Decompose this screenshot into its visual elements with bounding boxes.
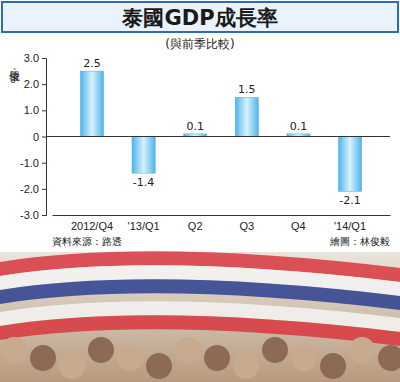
- y-tick: -3.0: [20, 209, 46, 221]
- crowd-figure: [291, 345, 317, 371]
- data-label: 0.1: [186, 120, 204, 133]
- x-tick: 2012/Q4: [71, 215, 113, 232]
- y-tick-label: -1.0: [20, 157, 39, 169]
- subtitle: (與前季比較): [165, 37, 234, 51]
- crowd-figure: [262, 337, 288, 363]
- x-tick: '14/Q1: [334, 215, 366, 232]
- zero-line: [46, 136, 390, 137]
- y-tick-mark: [42, 84, 46, 85]
- bar: [235, 97, 258, 136]
- x-tick-label: 2012/Q4: [71, 220, 113, 232]
- flag-stripe: [0, 315, 400, 346]
- x-tick-label: Q4: [291, 220, 306, 232]
- y-tick: -2.0: [20, 183, 46, 195]
- y-tick-label: 1.0: [24, 104, 39, 116]
- crowd-figure: [30, 345, 56, 371]
- crowd-figure: [175, 337, 201, 363]
- data-label: -2.1: [339, 194, 360, 207]
- annotation: 繪圖：林俊毅: [329, 236, 390, 247]
- y-tick-mark: [42, 189, 46, 190]
- crowd-figure: [88, 337, 114, 363]
- x-tick: '13/Q1: [128, 215, 160, 232]
- y-tick-mark: [42, 163, 46, 164]
- x-tick-label: Q2: [188, 220, 203, 232]
- crowd-figure: [1, 337, 27, 363]
- y-axis: 3.0 2.0 1.0 0 -1.0 -2.0 -3.0: [20, 52, 46, 221]
- y-tick: 2.0: [24, 78, 46, 90]
- crowd-figure: [59, 353, 85, 379]
- annotation: 資料來源：路透: [52, 236, 122, 247]
- photo-decoration: [0, 251, 400, 382]
- y-tick-label: -2.0: [20, 183, 39, 195]
- y-axis-title: 單位：%: [8, 62, 21, 83]
- y-tick: 3.0: [24, 52, 46, 64]
- y-tick-mark: [42, 110, 46, 111]
- chart: 泰國GDP成長率 (與前季比較) 單位：%3.0 2.0 1.0 0 -1.0 -2.0 -3.…: [0, 0, 400, 382]
- crowd-figure: [320, 353, 346, 379]
- y-axis-line: [42, 59, 47, 216]
- y-tick-label: -3.0: [20, 209, 39, 221]
- x-tick: Q4: [291, 215, 306, 232]
- x-tick-label: '14/Q1: [334, 220, 366, 232]
- photo-bg: [0, 252, 400, 382]
- y-tick: 0: [33, 131, 46, 143]
- data-label: 2.5: [83, 57, 101, 70]
- y-tick-mark: [42, 137, 46, 138]
- bar: [338, 137, 361, 192]
- crowd-figure: [204, 345, 230, 371]
- crowd-figure: [349, 337, 375, 363]
- crowd-figure: [378, 345, 400, 371]
- crowd-figure: [117, 345, 143, 371]
- x-tick: Q3: [239, 215, 254, 232]
- y-tick-label: 2.0: [24, 78, 39, 90]
- title-box: [2, 2, 398, 32]
- bars: [80, 71, 361, 191]
- data-labels: 2.5 -1.4 0.1 1.5 0.1 -2.1: [83, 57, 360, 207]
- data-label: 1.5: [238, 83, 256, 96]
- data-label: -1.4: [133, 176, 154, 189]
- y-tick-mark: [42, 215, 46, 216]
- title: 泰國GDP成長率: [121, 6, 277, 30]
- x-axis: 2012/Q4 '13/Q1 Q2 Q3 Q4 '14/Q1: [53, 215, 391, 232]
- data-label: 0.1: [290, 120, 308, 133]
- y-tick: 1.0: [24, 104, 46, 116]
- x-tick-label: Q3: [239, 220, 254, 232]
- y-tick-label: 0: [33, 131, 39, 143]
- x-axis-line: [53, 215, 391, 216]
- y-tick-mark: [42, 58, 46, 59]
- x-tick-label: '13/Q1: [128, 220, 160, 232]
- bar: [132, 137, 155, 174]
- x-tick: Q2: [188, 215, 203, 232]
- crowd-figure: [233, 353, 259, 379]
- y-tick: -1.0: [20, 157, 46, 169]
- crowd-figure: [146, 353, 172, 379]
- y-tick-label: 3.0: [24, 52, 39, 64]
- bar: [80, 71, 103, 136]
